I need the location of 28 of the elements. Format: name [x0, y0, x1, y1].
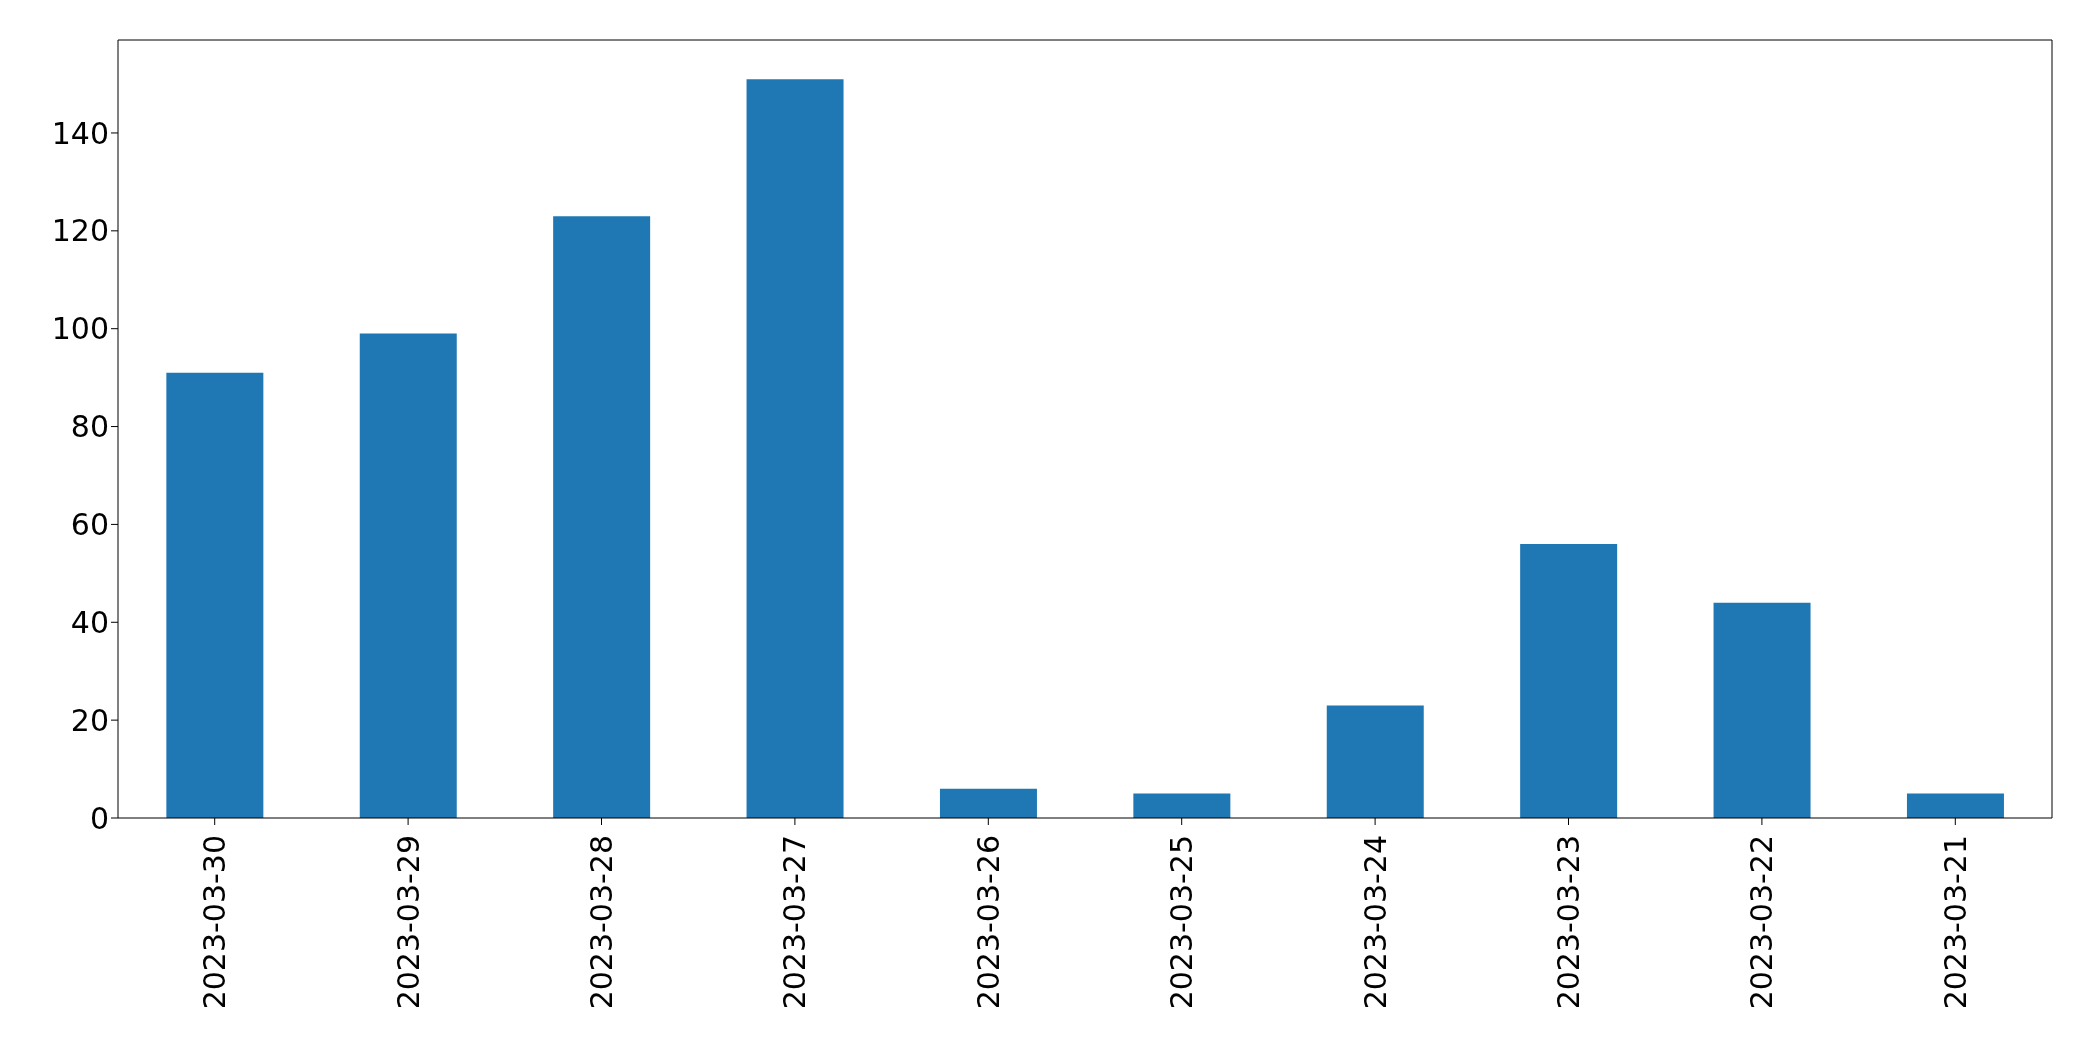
x-tick-label: 2023-03-22 — [1744, 835, 1780, 1010]
bar — [359, 333, 457, 818]
y-tick-label: 120 — [51, 213, 109, 249]
x-tick-label: 2023-03-25 — [1164, 835, 1200, 1010]
bar — [939, 788, 1037, 818]
x-tick-label: 2023-03-24 — [1357, 835, 1393, 1010]
y-tick-label: 0 — [89, 800, 109, 836]
bar — [1326, 705, 1424, 818]
x-tick-label: 2023-03-29 — [390, 835, 426, 1010]
bar — [1133, 793, 1231, 818]
y-tick-label: 20 — [70, 702, 109, 738]
x-tick-label: 2023-03-27 — [777, 835, 813, 1010]
x-tick-label: 2023-03-30 — [197, 835, 233, 1010]
bar — [166, 372, 264, 818]
bar — [1520, 543, 1618, 818]
bar — [746, 79, 844, 818]
x-tick-label: 2023-03-26 — [970, 835, 1006, 1010]
x-tick-label: 2023-03-21 — [1937, 835, 1973, 1010]
bar — [1906, 793, 2004, 818]
bar — [1713, 602, 1811, 818]
y-tick-label: 140 — [51, 115, 109, 151]
bar — [553, 216, 651, 818]
y-tick-label: 80 — [70, 409, 109, 445]
y-tick-label: 100 — [51, 311, 109, 347]
y-tick-label: 60 — [70, 507, 109, 543]
x-tick-label: 2023-03-28 — [584, 835, 619, 1010]
y-tick-label: 40 — [70, 604, 109, 640]
x-tick-label: 2023-03-23 — [1551, 835, 1586, 1010]
